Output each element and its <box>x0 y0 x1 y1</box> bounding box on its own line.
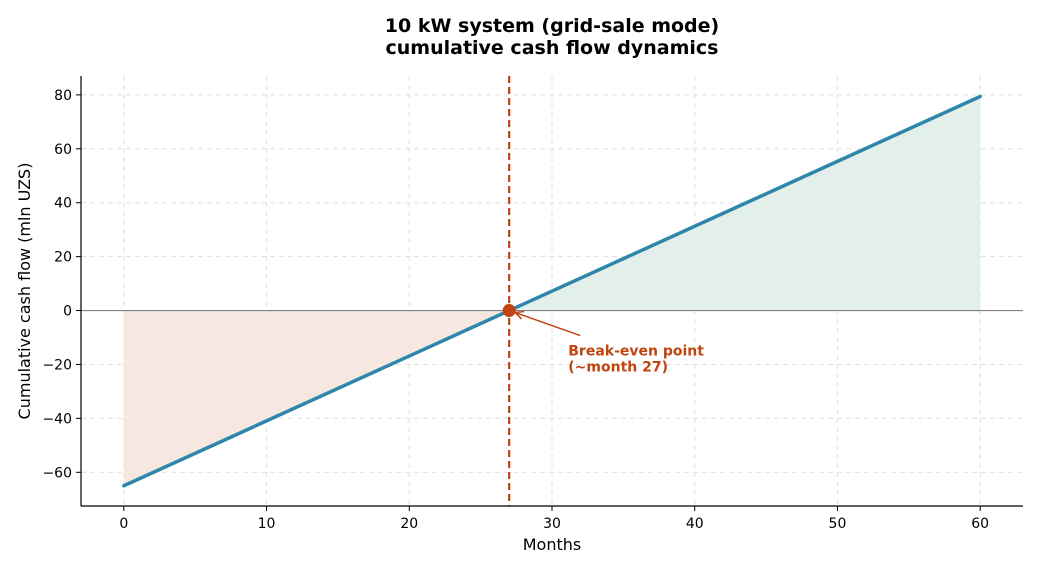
chart-title-line-1: 10 kW system (grid-sale mode) <box>385 15 719 37</box>
series-layer <box>81 76 1023 506</box>
y-tick-label: 0 <box>63 304 72 320</box>
x-tick-label: 60 <box>971 516 989 532</box>
chart-title-line-2: cumulative cash flow dynamics <box>386 37 719 59</box>
y-tick-label: −40 <box>42 411 72 427</box>
y-tick-label: 60 <box>54 142 72 158</box>
x-tick-label: 40 <box>686 516 704 532</box>
break-even-marker <box>502 304 516 318</box>
x-tick-label: 10 <box>258 516 276 532</box>
y-tick-label: 80 <box>54 88 72 104</box>
cash-flow-line <box>122 94 982 488</box>
y-tick-label: 20 <box>54 250 72 266</box>
annotation-text: Break-even point <box>568 344 704 360</box>
x-tick-label: 30 <box>543 516 561 532</box>
x-axis-label: Months <box>523 535 581 554</box>
annotation-arrowhead <box>513 310 525 320</box>
y-tick-label: −20 <box>42 357 72 373</box>
annotation-arrow <box>514 311 581 337</box>
annotation-text: (~month 27) <box>568 360 668 376</box>
y-axis-label: Cumulative cash flow (mln UZS) <box>15 163 34 420</box>
y-tick-label: 40 <box>54 196 72 212</box>
x-tick-label: 50 <box>829 516 847 532</box>
annotation-layer: Break-even point(~month 27) <box>502 304 704 376</box>
x-tick-label: 20 <box>400 516 418 532</box>
y-tick-label: −60 <box>42 465 72 481</box>
ticks: 0 10 20 30 40 50 60 −60 −40 −20 0 20 40 60 80 <box>42 88 989 532</box>
x-tick-label: 0 <box>119 516 128 532</box>
